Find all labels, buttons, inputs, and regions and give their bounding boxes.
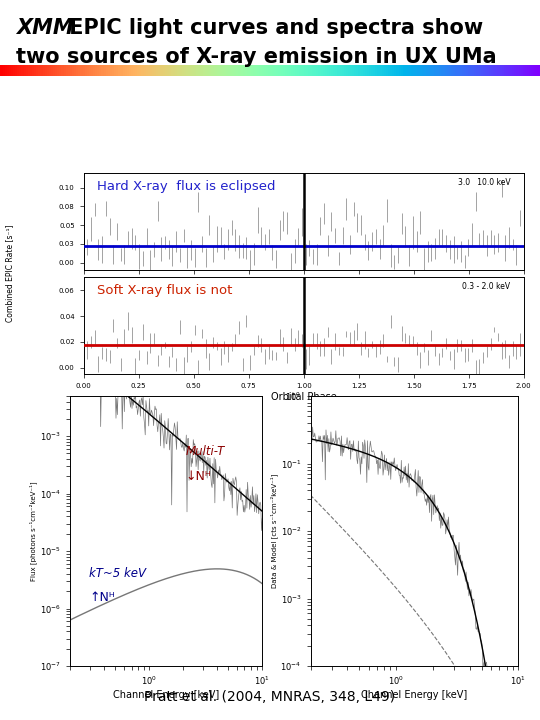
X-axis label: Channel Energy [keV]: Channel Energy [keV]	[113, 690, 219, 701]
Text: two sources of X-ray emission in UX UMa: two sources of X-ray emission in UX UMa	[16, 47, 497, 67]
Text: 3.0   10.0 keV: 3.0 10.0 keV	[458, 178, 511, 186]
Text: ↑Nᴴ: ↑Nᴴ	[90, 591, 115, 604]
X-axis label: Orbital Phase: Orbital Phase	[271, 392, 336, 402]
X-axis label: Channel Energy [keV]: Channel Energy [keV]	[361, 690, 468, 701]
Text: Multi-T: Multi-T	[185, 446, 225, 459]
Text: Soft X-ray flux is not: Soft X-ray flux is not	[97, 284, 232, 297]
Text: XMM: XMM	[16, 18, 74, 38]
Text: kT~5 keV: kT~5 keV	[90, 567, 146, 580]
Text: Pratt et al. (2004, MNRAS, 348, L49): Pratt et al. (2004, MNRAS, 348, L49)	[144, 690, 396, 704]
Text: EPIC light curves and spectra show: EPIC light curves and spectra show	[62, 18, 483, 38]
Text: ↓Nᴴ: ↓Nᴴ	[185, 469, 211, 482]
Text: 0.3 - 2.0 keV: 0.3 - 2.0 keV	[462, 282, 511, 291]
Y-axis label: Data & Model [cts s⁻¹cm⁻²keV⁻¹]: Data & Model [cts s⁻¹cm⁻²keV⁻¹]	[270, 474, 278, 588]
Y-axis label: Flux [photons s⁻¹cm⁻²keV⁻¹]: Flux [photons s⁻¹cm⁻²keV⁻¹]	[30, 481, 37, 581]
Text: Combined EPIC Rate [s⁻¹]: Combined EPIC Rate [s⁻¹]	[5, 225, 15, 323]
Text: Hard X-ray  flux is eclipsed: Hard X-ray flux is eclipsed	[97, 179, 275, 193]
